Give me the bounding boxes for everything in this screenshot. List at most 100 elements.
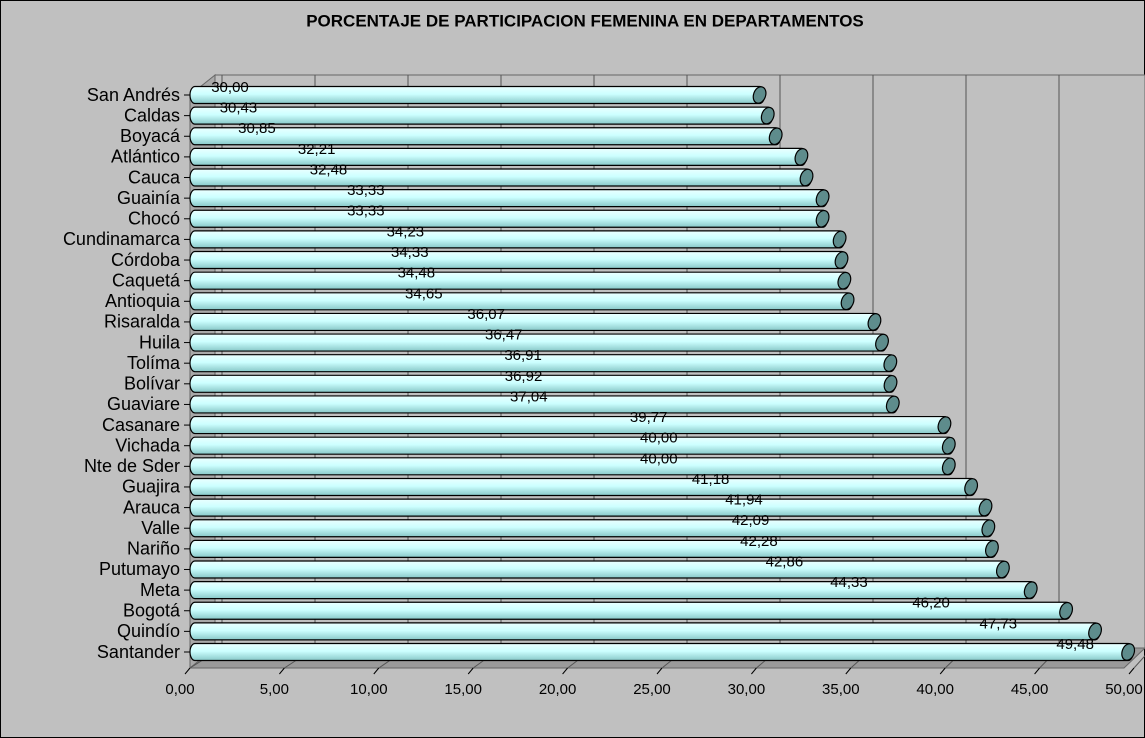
value-label: 42,28 — [740, 533, 778, 550]
x-tick-mark — [184, 667, 191, 675]
x-tick-label: 0,00 — [165, 681, 194, 698]
value-label: 41,94 — [725, 492, 763, 509]
bar-cap — [883, 354, 898, 373]
bar — [189, 168, 813, 187]
y-tick-label: Guajira — [122, 477, 181, 497]
value-label: 44,33 — [830, 574, 868, 591]
value-label: 49,48 — [1056, 636, 1094, 653]
y-tick-label: Caquetá — [112, 270, 181, 290]
floor-grid-line — [1133, 655, 1145, 669]
bar — [189, 147, 807, 166]
bar — [189, 477, 977, 497]
x-tick-mark — [1128, 667, 1135, 675]
x-tick-mark — [279, 667, 285, 675]
bar-cap — [978, 498, 993, 517]
value-label: 40,00 — [640, 430, 678, 447]
y-tick-label: Tolíma — [127, 353, 181, 373]
y-tick-label: Córdoba — [111, 250, 181, 270]
x-tick-mark — [845, 667, 852, 675]
bar — [189, 436, 955, 455]
bar-cap — [760, 106, 775, 125]
bar-cap — [815, 209, 830, 228]
bar — [189, 312, 880, 332]
y-tick-label: Guaviare — [107, 394, 180, 414]
bar-cap — [941, 457, 956, 476]
x-tick-mark — [939, 667, 946, 675]
bar-cap — [832, 230, 847, 249]
x-tick-label: 50,00 — [1105, 681, 1143, 698]
x-tick-label: 35,00 — [822, 681, 860, 698]
bar-cap — [752, 86, 767, 104]
y-tick-label: Quindío — [117, 621, 180, 641]
bar — [189, 457, 955, 476]
bar-cap — [937, 416, 952, 434]
y-tick-label: Atlántico — [111, 147, 180, 167]
y-tick-label: Nariño — [127, 539, 180, 559]
y-tick-label: Santander — [97, 642, 180, 662]
y-tick-label: Caldas — [124, 105, 180, 125]
value-label: 37,04 — [510, 388, 548, 405]
bar — [189, 209, 829, 228]
bar-cap — [867, 313, 882, 331]
value-label: 41,18 — [692, 471, 730, 488]
bar — [189, 622, 1101, 641]
bar-cap — [768, 127, 783, 146]
chart-title: PORCENTAJE DE PARTICIPACION FEMENINA EN … — [306, 11, 864, 30]
bar-cap — [885, 395, 900, 414]
bar-cap — [984, 540, 999, 558]
value-label: 40,00 — [640, 450, 678, 467]
bar-cap — [883, 374, 898, 393]
x-tick-label: 45,00 — [1011, 681, 1049, 698]
bar — [189, 498, 992, 517]
bar-cap — [1088, 622, 1102, 641]
y-tick-label: Huila — [139, 332, 181, 352]
value-label: 33,33 — [347, 182, 385, 199]
bar-cap — [837, 271, 852, 290]
y-tick-label: Cauca — [128, 167, 181, 187]
value-label: 36,92 — [505, 368, 543, 385]
bar — [189, 189, 829, 208]
y-tick-label: Guainía — [117, 188, 181, 208]
bar — [189, 250, 848, 270]
bar — [189, 106, 774, 125]
y-tick-label: Chocó — [128, 209, 180, 229]
bar — [189, 519, 994, 538]
y-tick-label: Boyacá — [120, 126, 181, 146]
bar-cap — [794, 148, 809, 166]
x-tick-label: 20,00 — [539, 681, 577, 698]
bar — [189, 271, 850, 290]
value-label: 30,43 — [220, 100, 258, 117]
x-tick-label: 15,00 — [444, 681, 482, 698]
bar — [189, 539, 998, 558]
x-tick-mark — [751, 667, 757, 675]
y-tick-label: San Andrés — [87, 85, 180, 105]
x-tick-mark — [373, 667, 380, 675]
x-tick-label: 25,00 — [633, 681, 671, 698]
y-tick-label: Casanare — [102, 415, 180, 435]
value-label: 39,77 — [630, 409, 668, 426]
bar-cap — [964, 478, 979, 496]
y-tick-label: Bogotá — [123, 600, 181, 620]
y-tick-label: Nte de Sder — [84, 456, 180, 476]
bar-cap — [995, 560, 1010, 579]
bar-cap — [840, 292, 855, 311]
bar-cap — [1059, 601, 1074, 620]
value-label: 34,33 — [391, 244, 429, 261]
x-tick-label: 30,00 — [728, 681, 766, 698]
value-label: 33,33 — [347, 203, 385, 220]
x-tick-mark — [467, 667, 474, 675]
bar — [189, 560, 1009, 579]
y-tick-label: Vichada — [115, 435, 181, 455]
value-label: 36,91 — [504, 347, 542, 364]
y-tick-label: Meta — [140, 580, 181, 600]
bar — [189, 415, 950, 435]
x-tick-mark — [656, 667, 663, 675]
y-tick-label: Cundinamarca — [63, 229, 181, 249]
value-label: 46,20 — [912, 595, 950, 612]
bar — [189, 85, 766, 105]
x-tick-label: 40,00 — [916, 681, 954, 698]
value-label: 32,21 — [298, 141, 336, 158]
bar-cap — [941, 436, 956, 455]
value-label: 32,48 — [310, 161, 348, 178]
